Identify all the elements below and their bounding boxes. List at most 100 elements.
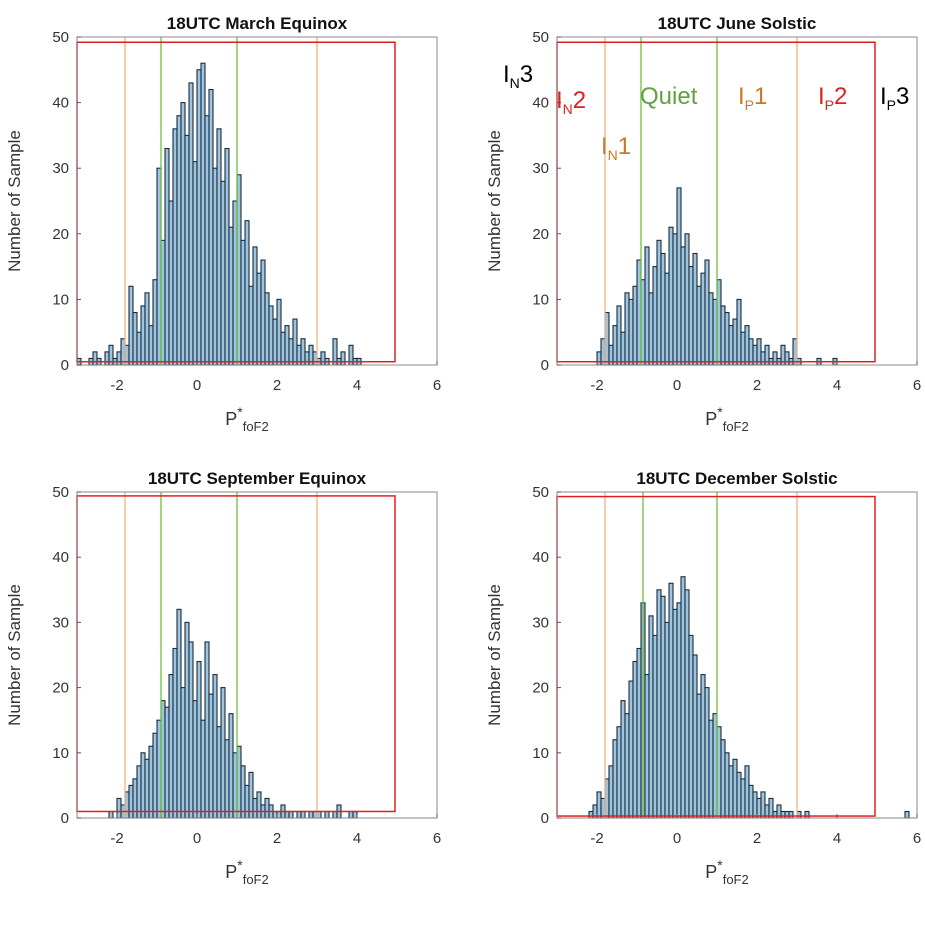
bar xyxy=(692,252,698,366)
annotation-text: I xyxy=(556,87,563,114)
y-axis-label: Number of Sample xyxy=(485,130,504,272)
bar xyxy=(116,797,122,819)
bar xyxy=(728,325,734,366)
bar xyxy=(144,292,150,366)
bar xyxy=(696,693,702,819)
bar xyxy=(276,298,282,366)
annotation-text: I xyxy=(818,83,825,110)
bar xyxy=(152,279,158,366)
bar xyxy=(744,765,750,819)
bar xyxy=(252,246,258,366)
bar xyxy=(740,331,746,366)
annotation-sub: N xyxy=(563,101,573,117)
bar xyxy=(740,778,746,819)
bar xyxy=(264,797,270,819)
bar xyxy=(212,167,218,366)
bar xyxy=(904,810,910,819)
y-tick-label: 0 xyxy=(541,810,549,827)
bar xyxy=(288,810,294,819)
bar xyxy=(700,272,706,366)
axes-frame xyxy=(76,491,438,819)
bar xyxy=(736,771,742,819)
bar xyxy=(720,305,726,366)
x-tick-label: 0 xyxy=(673,830,681,847)
bar xyxy=(780,810,786,819)
bar xyxy=(208,88,214,366)
bar xyxy=(272,318,278,366)
bar xyxy=(732,318,738,366)
bar xyxy=(624,713,630,819)
x-axis-label-sup: * xyxy=(717,857,723,873)
y-axis-label: Number of Sample xyxy=(5,130,24,272)
y-tick-label: 0 xyxy=(541,357,549,374)
bar xyxy=(128,285,134,366)
annotation-sub: P xyxy=(745,97,754,113)
bar xyxy=(660,252,666,366)
bar xyxy=(196,69,202,366)
bar xyxy=(256,272,262,366)
bar xyxy=(784,351,790,366)
x-tick-label: -2 xyxy=(590,377,603,394)
bar xyxy=(200,719,206,819)
annotation-text: I xyxy=(601,133,608,160)
bar xyxy=(648,292,654,366)
bar xyxy=(748,784,754,819)
x-tick-label: 0 xyxy=(193,830,201,847)
y-tick-label: 30 xyxy=(532,614,549,631)
bar xyxy=(700,674,706,819)
bar xyxy=(656,239,662,366)
bar xyxy=(136,765,142,819)
bar xyxy=(696,285,702,366)
bar xyxy=(172,647,178,819)
x-tick-label: 6 xyxy=(913,377,921,394)
bar xyxy=(772,810,778,819)
y-tick-label: 10 xyxy=(532,291,549,308)
y-tick-label: 10 xyxy=(52,745,69,762)
bar xyxy=(164,147,170,366)
chart-title: 18UTC December Solstic xyxy=(636,469,837,488)
y-tick-label: 40 xyxy=(532,549,549,566)
bar xyxy=(676,602,682,819)
annotation-tail: 1 xyxy=(754,83,767,110)
bar xyxy=(628,680,634,819)
bar xyxy=(284,810,290,819)
bar xyxy=(680,246,686,366)
bar xyxy=(644,246,650,366)
bar xyxy=(636,647,642,819)
bar xyxy=(332,810,338,819)
bar xyxy=(180,687,186,819)
bar xyxy=(664,621,670,819)
x-tick-label: 2 xyxy=(753,377,761,394)
x-axis-label-base: P xyxy=(705,862,717,882)
bar xyxy=(108,810,114,819)
annotation: Quiet xyxy=(640,83,698,110)
bar xyxy=(240,765,246,819)
annotation-sub: P xyxy=(825,97,834,113)
bar xyxy=(148,325,154,366)
bar xyxy=(200,62,206,366)
y-tick-label: 10 xyxy=(532,745,549,762)
bar xyxy=(176,608,182,819)
bar xyxy=(352,810,358,819)
x-axis-label: P*foF2 xyxy=(225,857,268,887)
bar xyxy=(252,797,258,819)
bar xyxy=(652,634,658,819)
bar xyxy=(348,810,354,819)
y-axis-label: Number of Sample xyxy=(5,584,24,726)
bar xyxy=(688,266,694,366)
annotation-tail: 2 xyxy=(573,87,586,114)
bar xyxy=(724,311,730,366)
bar xyxy=(220,180,226,366)
bar xyxy=(92,351,98,366)
bar xyxy=(616,726,622,819)
bar xyxy=(804,810,810,819)
bar xyxy=(300,810,306,819)
bar xyxy=(260,259,266,366)
bar xyxy=(292,318,298,366)
bar xyxy=(168,200,174,366)
bar xyxy=(624,292,630,366)
bar xyxy=(164,706,170,819)
annotation-tail: 2 xyxy=(834,83,847,110)
bar xyxy=(180,102,186,366)
